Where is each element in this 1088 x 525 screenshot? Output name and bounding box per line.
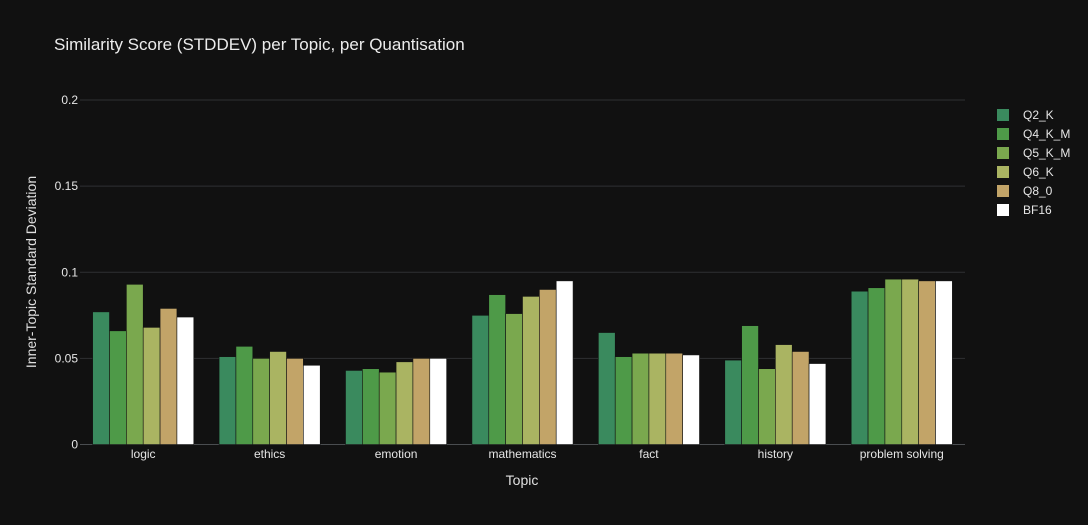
y-tick-label: 0.2 [61, 93, 78, 107]
bar-q4-k-m-problem-solving [867, 287, 886, 445]
bar-q5-k-m-logic [126, 284, 144, 445]
bar-bf16-history [808, 363, 827, 445]
legend-label[interactable]: BF16 [1023, 203, 1052, 217]
bar-q6-k-logic [142, 327, 161, 445]
bar-q8-0-logic [159, 308, 178, 445]
legend-label[interactable]: Q6_K [1023, 165, 1054, 179]
bar-q6-k-problem-solving [901, 278, 919, 445]
bar-q6-k-mathematics [522, 296, 540, 445]
legend-swatch-q4-k-m[interactable] [997, 128, 1009, 140]
bar-q8-0-fact [665, 352, 683, 445]
bar-q2-k-problem-solving [850, 290, 869, 445]
legend-label[interactable]: Q4_K_M [1023, 127, 1070, 141]
bar-q4-k-m-emotion [362, 368, 380, 445]
legend-swatch-q2-k[interactable] [997, 109, 1009, 121]
legend: Q2_K Q4_K_M Q5_K_M Q6_K Q8_0 BF16 [997, 108, 1070, 217]
bar-q2-k-mathematics [471, 315, 490, 445]
y-tick-labels: 0 0.05 0.1 0.15 0.2 [55, 93, 79, 452]
bar-q2-k-emotion [345, 370, 363, 445]
bar-q4-k-m-logic [109, 330, 127, 445]
legend-label[interactable]: Q8_0 [1023, 184, 1053, 198]
bar-q6-k-fact [648, 352, 667, 445]
bar-q4-k-m-history [741, 325, 759, 445]
bar-q6-k-emotion [395, 361, 414, 445]
bar-q6-k-history [775, 344, 793, 445]
y-tick-label: 0.15 [55, 179, 79, 193]
bars [92, 278, 953, 445]
x-tick-label: mathematics [488, 447, 556, 461]
chart-title: Similarity Score (STDDEV) per Topic, per… [54, 35, 465, 54]
legend-swatch-q8-0[interactable] [997, 185, 1009, 197]
bar-q8-0-emotion [412, 358, 431, 445]
bar-bf16-fact [682, 354, 700, 445]
x-tick-labels: logic ethics emotion mathematics fact history… [131, 447, 944, 461]
y-axis-title: Inner-Topic Standard Deviation [23, 176, 39, 368]
bar-q5-k-m-emotion [378, 371, 397, 445]
bar-bf16-emotion [429, 358, 447, 445]
y-tick-label: 0.1 [61, 265, 78, 279]
x-tick-label: history [758, 447, 793, 461]
legend-label[interactable]: Q2_K [1023, 108, 1054, 122]
x-tick-label: ethics [254, 447, 285, 461]
bar-q6-k-ethics [269, 351, 287, 445]
bar-q4-k-m-ethics [235, 346, 254, 445]
bar-q2-k-ethics [218, 356, 237, 445]
bar-q2-k-history [724, 359, 742, 445]
bar-q2-k-fact [598, 332, 616, 445]
bar-q5-k-m-history [758, 368, 776, 445]
y-tick-label: 0.05 [55, 351, 79, 365]
bar-bf16-mathematics [555, 280, 574, 445]
x-axis-title: Topic [506, 472, 539, 488]
bar-bf16-logic [176, 316, 195, 445]
bar-q8-0-ethics [286, 358, 304, 445]
bar-q4-k-m-fact [614, 356, 633, 445]
bar-q2-k-logic [92, 311, 110, 445]
x-tick-label: fact [639, 447, 659, 461]
legend-swatch-bf16[interactable] [997, 204, 1009, 216]
bar-bf16-ethics [303, 364, 321, 445]
legend-label[interactable]: Q5_K_M [1023, 146, 1070, 160]
bar-q5-k-m-fact [631, 352, 650, 445]
y-tick-label: 0 [71, 438, 78, 452]
x-tick-label: emotion [375, 447, 418, 461]
bar-q5-k-m-mathematics [505, 313, 523, 445]
bar-q5-k-m-ethics [252, 358, 270, 445]
legend-swatch-q6-k[interactable] [997, 166, 1009, 178]
bar-bf16-problem-solving [935, 280, 953, 445]
x-tick-label: problem solving [860, 447, 944, 461]
bar-q8-0-mathematics [539, 289, 557, 445]
bar-q4-k-m-mathematics [488, 294, 506, 445]
bar-q8-0-problem-solving [918, 280, 936, 445]
x-tick-label: logic [131, 447, 156, 461]
bar-q8-0-history [791, 351, 810, 445]
legend-swatch-q5-k-m[interactable] [997, 147, 1009, 159]
bar-q5-k-m-problem-solving [884, 278, 903, 445]
